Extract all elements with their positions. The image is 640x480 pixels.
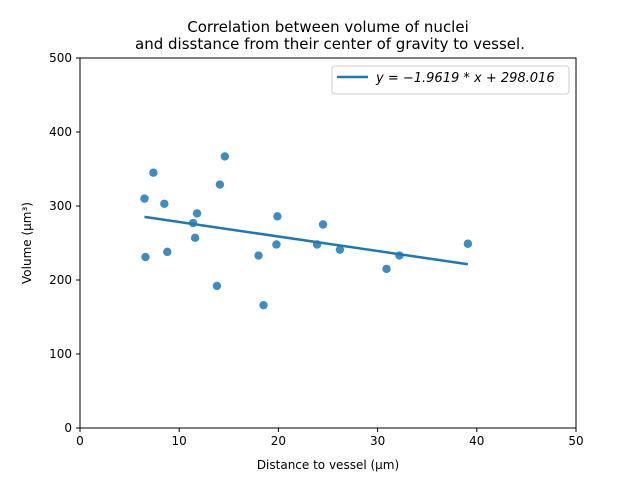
data-point bbox=[149, 168, 158, 177]
data-point bbox=[272, 240, 281, 249]
data-point bbox=[215, 180, 225, 189]
chart-title-line-1: Correlation between volume of nuclei bbox=[187, 18, 469, 36]
data-point bbox=[220, 152, 230, 161]
data-point bbox=[160, 199, 169, 208]
plot-area bbox=[140, 152, 473, 310]
y-axis: 0 100 200 300 400 500 bbox=[49, 51, 80, 435]
data-point bbox=[141, 252, 150, 262]
data-point bbox=[212, 281, 222, 291]
legend-box bbox=[331, 65, 570, 95]
chart-title-line-2: and disstance from their center of gravi… bbox=[135, 35, 525, 53]
data-point bbox=[190, 233, 200, 243]
x-tick-label: 20 bbox=[271, 434, 286, 448]
x-tick-label: 30 bbox=[370, 434, 385, 448]
data-point bbox=[140, 194, 149, 203]
data-point bbox=[192, 209, 202, 218]
y-tick-label: 200 bbox=[49, 273, 72, 287]
data-point bbox=[463, 239, 473, 248]
y-tick-label: 300 bbox=[49, 199, 72, 213]
y-tick-label: 0 bbox=[64, 421, 72, 435]
legend-entry-fit: y = −1.9619 * x + 298.016 bbox=[375, 71, 555, 86]
data-point bbox=[163, 247, 172, 257]
x-tick-label: 10 bbox=[172, 434, 187, 448]
data-point bbox=[382, 264, 391, 274]
x-tick-label: 0 bbox=[76, 434, 84, 448]
data-point bbox=[335, 245, 345, 254]
x-axis: 0 10 20 30 40 50 bbox=[76, 428, 584, 448]
data-point bbox=[254, 251, 263, 260]
legend: y = −1.9619 * x + 298.016 bbox=[331, 65, 570, 95]
x-tick-label: 40 bbox=[469, 434, 484, 448]
data-point bbox=[259, 300, 268, 310]
y-tick-label: 100 bbox=[49, 347, 72, 361]
y-axis-label: Volume (μm³) bbox=[20, 202, 34, 284]
plot-frame bbox=[79, 57, 577, 429]
x-axis-label: Distance to vessel (μm) bbox=[257, 458, 399, 472]
y-tick-label: 500 bbox=[49, 51, 72, 65]
data-point bbox=[273, 212, 282, 221]
data-point bbox=[318, 220, 328, 229]
regression-line bbox=[144, 215, 469, 266]
x-tick-label: 50 bbox=[568, 434, 583, 448]
y-tick-label: 400 bbox=[49, 125, 72, 139]
